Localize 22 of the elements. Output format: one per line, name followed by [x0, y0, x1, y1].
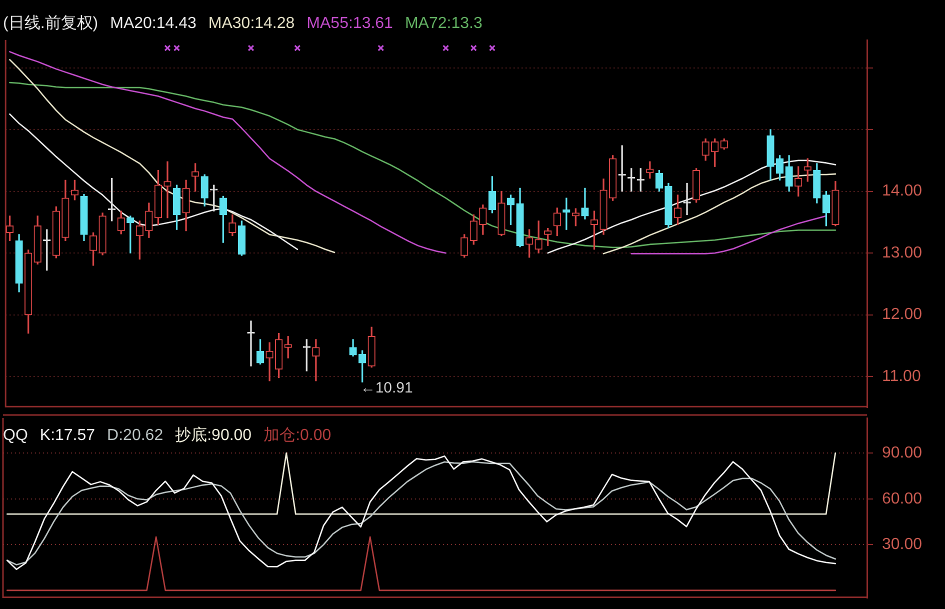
y-tick-label: 13.00 — [882, 244, 922, 262]
text: MA72:13.3 — [404, 15, 482, 32]
candlestick — [683, 182, 691, 216]
candlestick — [164, 161, 172, 218]
candlestick — [312, 339, 320, 382]
annotation: ←10.91 — [360, 380, 413, 397]
text: K:17.57 — [40, 427, 96, 444]
y-tick-label: 30.00 — [882, 536, 922, 554]
text: MA30:14.28 — [208, 15, 295, 32]
chart-title: (日线.前复权) — [3, 15, 98, 32]
text: 抄底:90.00 — [175, 427, 252, 444]
text: 加仓:0.00 — [264, 427, 332, 444]
text: MA55:13.61 — [306, 15, 393, 32]
text: MA20:14.43 — [110, 15, 196, 32]
text: QQ — [3, 427, 28, 444]
text: D:20.62 — [107, 427, 164, 444]
y-tick-label: 90.00 — [882, 444, 922, 462]
y-tick-label: 11.00 — [882, 368, 921, 385]
y-tick-label: 12.00 — [882, 306, 922, 324]
y-tick-label: 60.00 — [882, 490, 922, 508]
y-tick-label: 14.00 — [882, 182, 922, 200]
candlestick — [266, 342, 274, 382]
